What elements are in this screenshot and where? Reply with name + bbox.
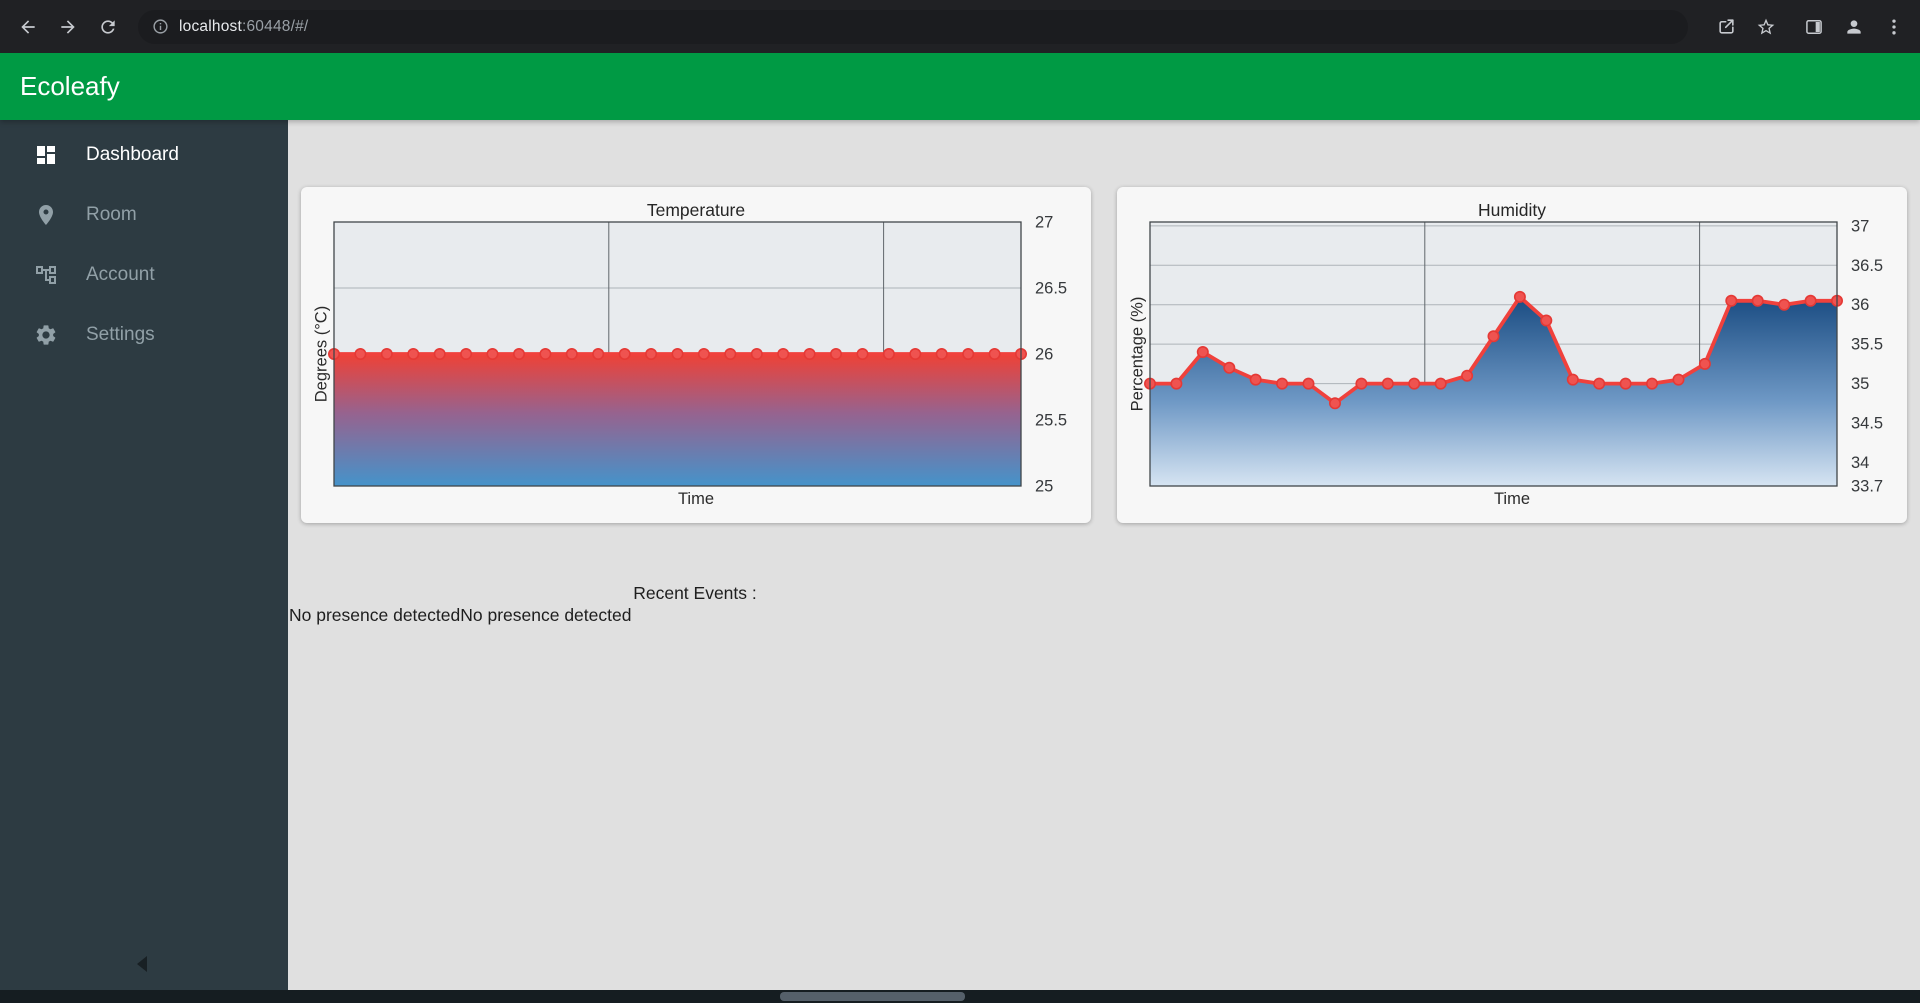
- svg-text:25.5: 25.5: [1035, 412, 1067, 430]
- temperature-chart-title: Temperature: [646, 200, 746, 220]
- back-button[interactable]: [8, 7, 48, 47]
- account-tree-icon: [34, 263, 58, 287]
- svg-text:25: 25: [1035, 478, 1053, 496]
- url-host: localhost: [179, 17, 242, 35]
- forward-arrow-icon: [61, 19, 75, 34]
- reload-icon: [101, 19, 115, 34]
- reload-button[interactable]: [88, 7, 128, 47]
- star-icon: [1757, 18, 1775, 34]
- svg-text:37: 37: [1851, 217, 1869, 235]
- recent-events-title: Recent Events :: [633, 583, 757, 603]
- url-path: :60448/#/: [241, 17, 309, 35]
- sidebar-item-label: Dashboard: [86, 144, 179, 165]
- sidebar-item-label: Settings: [86, 324, 155, 345]
- sidebar-item-label: Account: [86, 264, 155, 285]
- back-arrow-icon: [21, 19, 35, 34]
- svg-text:26: 26: [1035, 346, 1053, 364]
- bookmark-star-button[interactable]: [1746, 7, 1786, 47]
- sidebar-collapse-arrow[interactable]: [137, 956, 147, 972]
- browser-menu-button[interactable]: [1874, 7, 1914, 47]
- scrollbar-thumb[interactable]: [780, 992, 965, 1001]
- event-item: No presence detected: [289, 605, 461, 625]
- avatar-icon: [1847, 19, 1861, 34]
- sidebar-item-label: Room: [86, 204, 137, 225]
- temperature-card: Temperature Degrees (°C) 27 26.5 26 25.5 25 …: [301, 187, 1091, 523]
- profile-button[interactable]: [1834, 7, 1874, 47]
- side-panel-button[interactable]: [1794, 7, 1834, 47]
- svg-text:34: 34: [1851, 454, 1869, 472]
- svg-text:35: 35: [1851, 375, 1869, 393]
- recent-events-list: No presence detectedNo presence detected: [289, 605, 1101, 626]
- app-header: Ecoleafy: [0, 53, 1920, 120]
- sidebar-item-dashboard[interactable]: Dashboard: [0, 125, 288, 185]
- svg-text:33.7: 33.7: [1851, 478, 1883, 496]
- toolbar-right-icons: [1706, 7, 1920, 47]
- side-panel-icon: [1806, 19, 1822, 34]
- recent-events-section: Recent Events : No presence detectedNo p…: [289, 583, 1101, 626]
- share-button[interactable]: [1706, 7, 1746, 47]
- svg-text:27: 27: [1035, 214, 1053, 232]
- location-pin-icon: [34, 203, 58, 227]
- horizontal-scrollbar[interactable]: [0, 990, 1920, 1003]
- forward-button[interactable]: [48, 7, 88, 47]
- temperature-x-axis-label: Time: [677, 490, 715, 508]
- temperature-chart: 27 26.5 26 25.5 25: [328, 214, 1067, 496]
- event-item: No presence detected: [460, 605, 632, 625]
- svg-text:34.5: 34.5: [1851, 415, 1883, 433]
- svg-text:36.5: 36.5: [1851, 257, 1883, 275]
- url-text: localhost:60448/#/: [179, 18, 308, 36]
- share-icon: [1718, 19, 1734, 34]
- humidity-chart: 37 36.5 36 35.5 35 34.5 34 33.7: [1144, 217, 1883, 496]
- url-bar[interactable]: localhost:60448/#/: [138, 9, 1688, 44]
- sidebar-item-settings[interactable]: Settings: [0, 305, 288, 365]
- humidity-card: Humidity Percentage (%) 37 36.5 36 35.5 35 34…: [1117, 187, 1907, 523]
- humidity-chart-title: Humidity: [1477, 200, 1547, 220]
- humidity-x-axis-label: Time: [1493, 490, 1531, 508]
- sidebar-item-room[interactable]: Room: [0, 185, 288, 245]
- svg-text:35.5: 35.5: [1851, 336, 1883, 354]
- three-dots-menu-icon: [1892, 19, 1896, 34]
- settings-gear-icon: [34, 323, 58, 347]
- svg-text:36: 36: [1851, 296, 1869, 314]
- sidebar: Dashboard Room Account Settings: [0, 120, 288, 990]
- site-info-icon[interactable]: [152, 18, 169, 35]
- app-title: Ecoleafy: [20, 71, 120, 101]
- svg-text:26.5: 26.5: [1035, 280, 1067, 298]
- dashboard-icon: [34, 143, 58, 167]
- sidebar-item-account[interactable]: Account: [0, 245, 288, 305]
- browser-toolbar: localhost:60448/#/: [0, 0, 1920, 53]
